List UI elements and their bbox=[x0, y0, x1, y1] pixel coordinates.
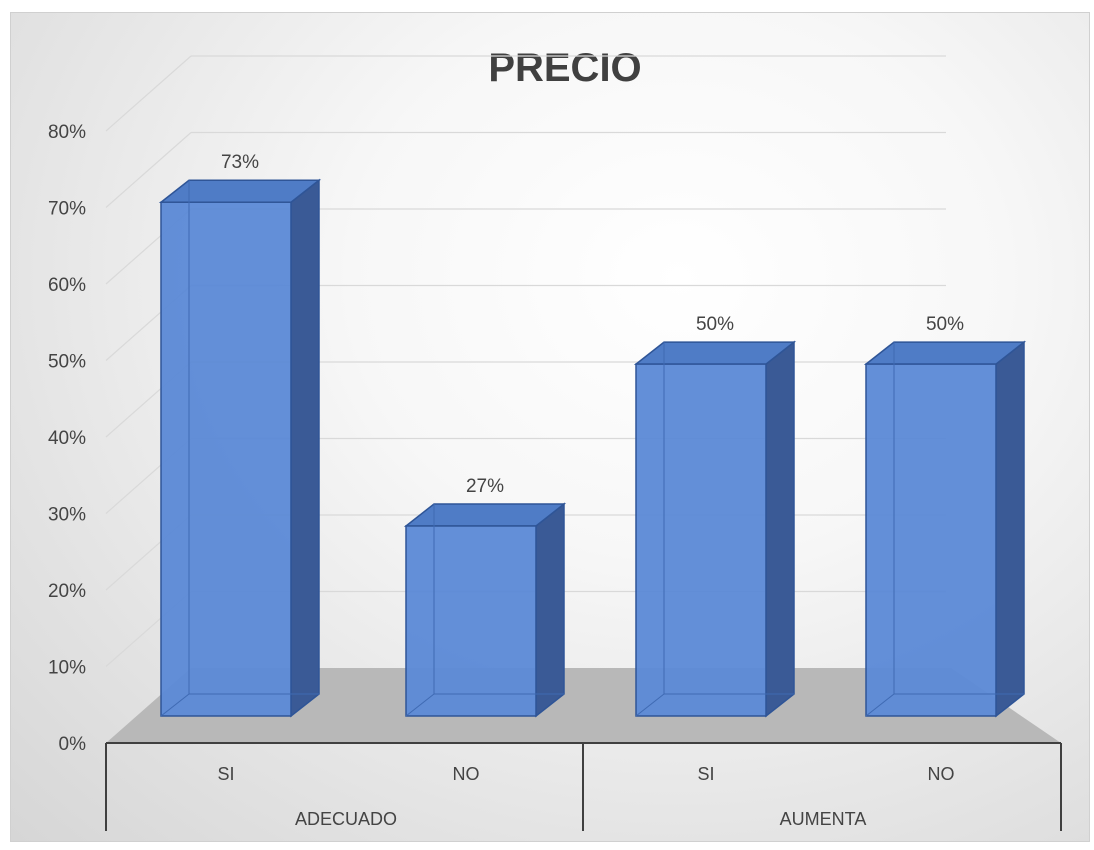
bar bbox=[158, 178, 322, 718]
bar-side-face bbox=[765, 340, 795, 718]
y-tick-label: 50% bbox=[48, 352, 86, 373]
chart-labels: 0% 10% 20% 30% 40% 50% 60% 70% 80% 73% 27% 50% 50% SI… bbox=[48, 122, 964, 829]
data-label: 73% bbox=[221, 152, 259, 173]
bar bbox=[403, 502, 567, 718]
y-tick-label: 40% bbox=[48, 428, 86, 449]
x-group-label: AUMENTA bbox=[780, 809, 867, 829]
bar bbox=[863, 340, 1027, 718]
bar-top-face bbox=[158, 179, 322, 203]
bar-top-face bbox=[633, 341, 797, 365]
data-label: 50% bbox=[696, 314, 734, 335]
chart-bars bbox=[158, 178, 1027, 718]
gridline-side bbox=[105, 55, 192, 132]
gridline-side bbox=[105, 132, 192, 208]
bar-side-face bbox=[290, 178, 320, 718]
bar-front-face bbox=[160, 201, 292, 717]
bar-front-face bbox=[405, 525, 537, 717]
bar-front-face bbox=[865, 363, 997, 717]
y-tick-label: 70% bbox=[48, 199, 86, 220]
bar-side-face bbox=[995, 340, 1025, 718]
data-label: 27% bbox=[466, 476, 504, 497]
chart-axes bbox=[105, 742, 1062, 831]
y-tick-label: 10% bbox=[48, 658, 86, 679]
bar-front-face bbox=[635, 363, 767, 717]
bar-back-edge bbox=[865, 693, 895, 717]
bar-back-edge bbox=[405, 693, 435, 717]
x-tick-label: SI bbox=[217, 764, 234, 784]
y-tick-label: 80% bbox=[48, 122, 86, 143]
bar-side-face bbox=[535, 502, 565, 718]
y-tick-label: 30% bbox=[48, 505, 86, 526]
x-tick-label: NO bbox=[928, 764, 955, 784]
bar-back-edge bbox=[160, 693, 190, 717]
bar-chart: PRECIO 0% 10% 20% 30% 40% 50% 60% 70% 80% 73% 27% 5… bbox=[48, 46, 1062, 831]
bar-back-edge bbox=[635, 693, 665, 717]
y-tick-label: 0% bbox=[59, 734, 87, 755]
y-tick-label: 60% bbox=[48, 275, 86, 296]
y-tick-label: 20% bbox=[48, 581, 86, 602]
bar-top-face bbox=[863, 341, 1027, 365]
x-tick-label: NO bbox=[453, 764, 480, 784]
bar bbox=[633, 340, 797, 718]
x-group-label: ADECUADO bbox=[295, 809, 397, 829]
chart-floor bbox=[106, 668, 1061, 743]
chart-area: PRECIO 0% 10% 20% 30% 40% 50% 60% 70% 80% 73% 27% 5… bbox=[10, 12, 1090, 842]
bar-top-face bbox=[403, 503, 567, 527]
x-tick-label: SI bbox=[697, 764, 714, 784]
chart-title: PRECIO bbox=[488, 46, 641, 90]
data-label: 50% bbox=[926, 314, 964, 335]
